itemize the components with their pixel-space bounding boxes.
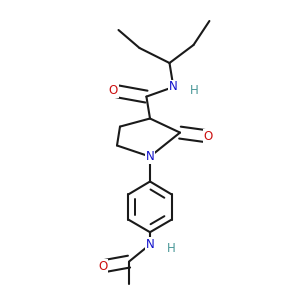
Text: N: N	[169, 80, 178, 94]
Text: H: H	[190, 84, 199, 98]
Text: N: N	[146, 238, 154, 251]
Text: O: O	[98, 260, 107, 273]
Text: O: O	[109, 84, 118, 97]
Text: N: N	[146, 150, 154, 163]
Text: O: O	[204, 130, 213, 143]
Text: H: H	[167, 242, 176, 255]
